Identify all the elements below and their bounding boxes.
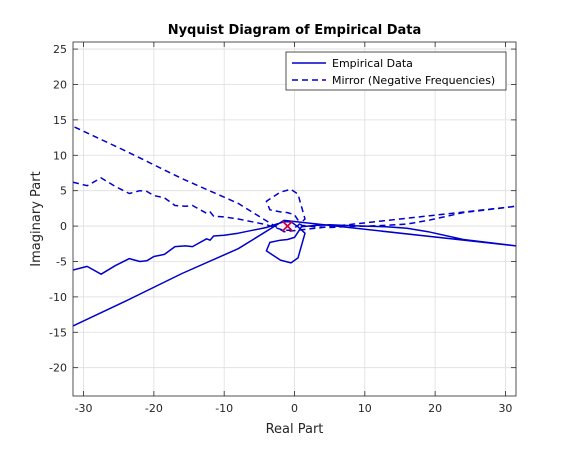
legend-entry-mirror: Mirror (Negative Frequencies) [332, 74, 495, 87]
x-tick-label: 0 [291, 402, 298, 415]
y-tick-label: 25 [53, 43, 67, 56]
legend-entry-empirical: Empirical Data [332, 57, 413, 70]
x-tick-label: -10 [215, 402, 233, 415]
marker-layer [281, 220, 294, 232]
x-tick-label: -30 [75, 402, 93, 415]
series-mirror-line [73, 125, 516, 233]
y-tick-label: -15 [49, 326, 67, 339]
series-empirical-line [73, 219, 516, 327]
y-tick-label: -10 [49, 291, 67, 304]
x-tick-label: 30 [498, 402, 512, 415]
legend: Empirical Data Mirror (Negative Frequenc… [285, 51, 507, 91]
legend-box [285, 51, 507, 91]
y-tick-label: -20 [49, 362, 67, 375]
axis-ticks: -30 -20 -10 0 10 20 30 -20 -15 -10 -5 0 5 10 15 20 25 [49, 42, 516, 415]
chart-title: Nyquist Diagram of Empirical Data [168, 23, 422, 38]
y-tick-label: 0 [60, 220, 67, 233]
y-tick-label: 10 [53, 149, 67, 162]
x-tick-label: 20 [428, 402, 442, 415]
y-axis-label: Imaginary Part [29, 171, 44, 266]
x-tick-label: -20 [145, 402, 163, 415]
y-tick-label: 5 [60, 185, 67, 198]
x-axis-label: Real Part [266, 422, 324, 437]
series-layer [73, 125, 516, 327]
y-tick-label: 20 [53, 78, 67, 91]
x-tick-label: 10 [358, 402, 372, 415]
y-tick-label: -5 [56, 255, 67, 268]
critical-point-marker [281, 220, 294, 232]
y-tick-label: 15 [53, 114, 67, 127]
